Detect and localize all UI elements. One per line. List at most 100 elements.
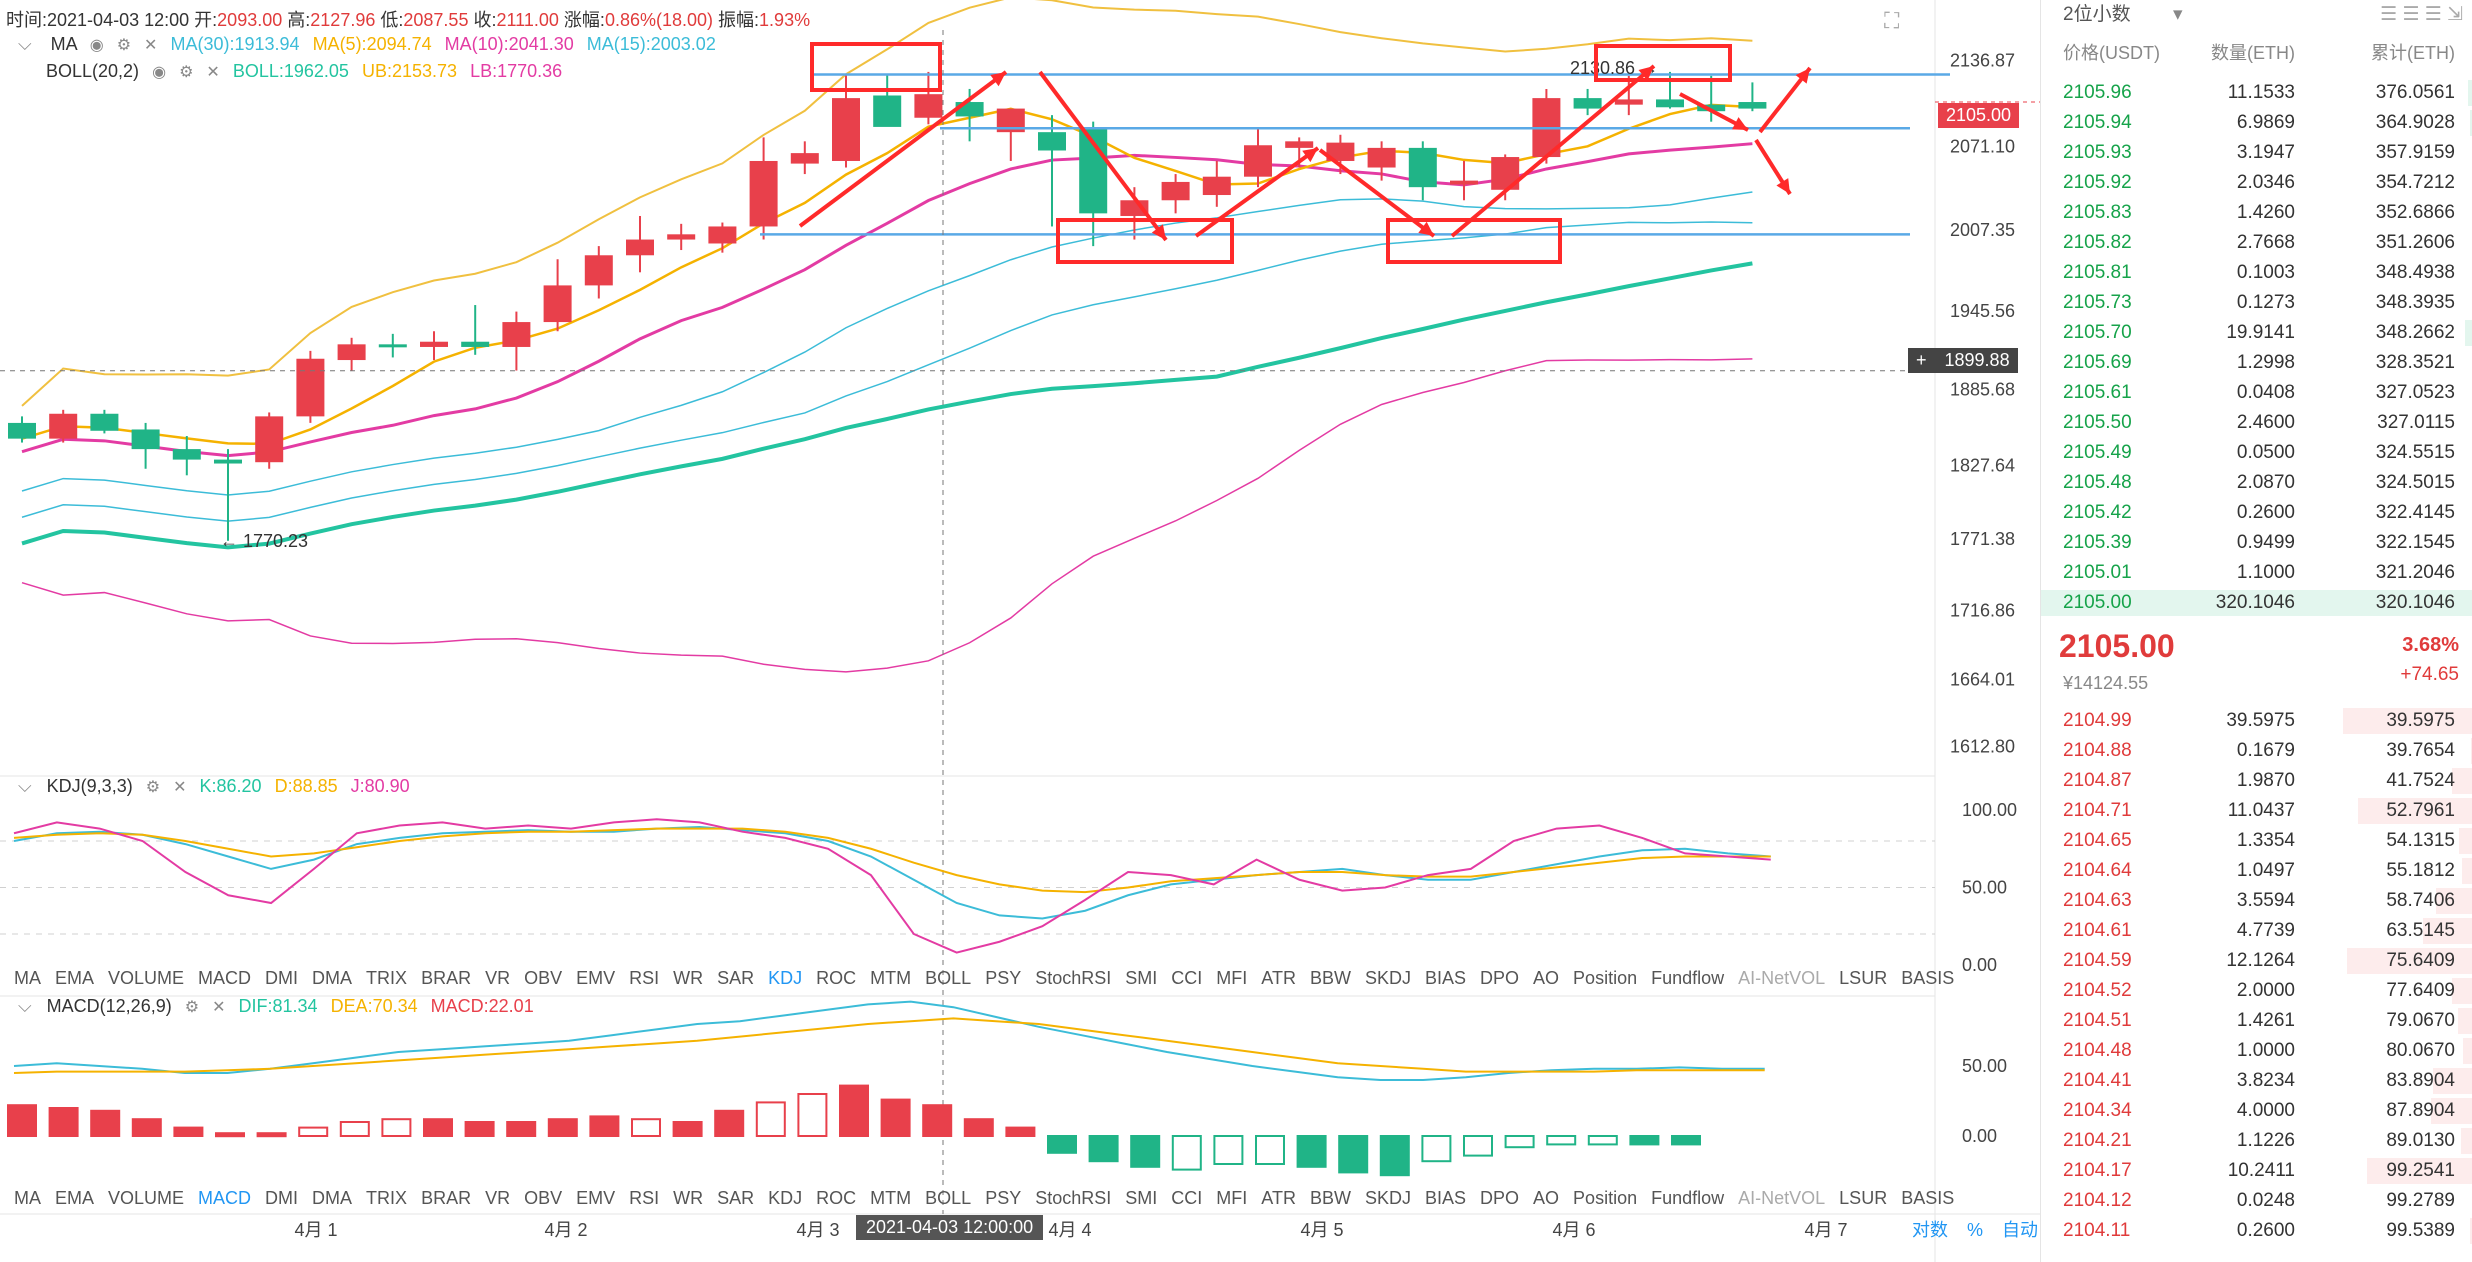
indicator-tab-vr[interactable]: VR bbox=[485, 1187, 511, 1208]
indicator-tab-fundflow[interactable]: Fundflow bbox=[1651, 1187, 1725, 1208]
indicator-tab-sar[interactable]: SAR bbox=[717, 967, 755, 988]
ask-row[interactable]: 2105.01 1.1000 321.2046 bbox=[2041, 558, 2472, 588]
ask-row[interactable]: 2105.50 2.4600 327.0115 bbox=[2041, 408, 2472, 438]
indicator-tab-psy[interactable]: PSY bbox=[985, 1187, 1022, 1208]
indicator-tab-bbw[interactable]: BBW bbox=[1309, 967, 1351, 988]
indicator-tab-dma[interactable]: DMA bbox=[312, 967, 353, 988]
kdj-legend[interactable]: ⌵ KDJ(9,3,3) ⚙ ✕ K:86.20 D:88.85 J:80.90 bbox=[18, 776, 410, 796]
indicator-tab-obv[interactable]: OBV bbox=[524, 1187, 563, 1208]
indicator-tab-lsur[interactable]: LSUR bbox=[1839, 967, 1888, 988]
kline-svg[interactable]: 2136.87 2071.10 2007.35 1945.56 1885.68 1827.… bbox=[0, 0, 2040, 1262]
indicator-tab-rsi[interactable]: RSI bbox=[629, 967, 660, 988]
ask-row[interactable]: 2105.00 320.1046 320.1046 bbox=[2041, 588, 2472, 618]
bid-row[interactable]: 2104.99 39.5975 39.5975 bbox=[2041, 706, 2472, 736]
bid-row[interactable]: 2104.61 4.7739 63.5145 bbox=[2041, 916, 2472, 946]
bid-row[interactable]: 2104.41 3.8234 83.8904 bbox=[2041, 1066, 2472, 1096]
ask-row[interactable]: 2105.61 0.0408 327.0523 bbox=[2041, 378, 2472, 408]
ask-row[interactable]: 2105.94 6.9869 364.9028 bbox=[2041, 108, 2472, 138]
indicator-tab-stochrsi[interactable]: StochRSI bbox=[1035, 1187, 1112, 1208]
ask-row[interactable]: 2105.81 0.1003 348.4938 bbox=[2041, 258, 2472, 288]
ask-row[interactable]: 2105.39 0.9499 322.1545 bbox=[2041, 528, 2472, 558]
close-icon[interactable]: ✕ bbox=[173, 779, 187, 796]
percent-toggle[interactable]: % bbox=[1967, 1220, 1984, 1240]
chevron-down-icon[interactable]: ⌵ bbox=[18, 34, 32, 54]
gear-icon[interactable]: ⚙ bbox=[145, 779, 161, 796]
indicator-tab-position[interactable]: Position bbox=[1573, 967, 1638, 988]
close-icon[interactable]: ✕ bbox=[144, 37, 158, 54]
eye-icon[interactable]: ◉ bbox=[89, 37, 104, 54]
indicator-tab-lsur[interactable]: LSUR bbox=[1839, 1187, 1888, 1208]
indicator-tab-boll[interactable]: BOLL bbox=[925, 1187, 972, 1208]
indicator-tab-mtm[interactable]: MTM bbox=[870, 1187, 912, 1208]
indicator-tab-macd[interactable]: MACD bbox=[198, 1187, 252, 1208]
indicator-tab-macd[interactable]: MACD bbox=[198, 967, 252, 988]
ask-row[interactable]: 2105.92 2.0346 354.7212 bbox=[2041, 168, 2472, 198]
gear-icon[interactable]: ⚙ bbox=[116, 37, 132, 54]
indicator-tab-mfi[interactable]: MFI bbox=[1216, 967, 1248, 988]
indicator-tab-dma[interactable]: DMA bbox=[312, 1187, 353, 1208]
log-toggle[interactable]: 对数 bbox=[1912, 1220, 1948, 1240]
ask-row[interactable]: 2105.42 0.2600 322.4145 bbox=[2041, 498, 2472, 528]
indicator-tab-position[interactable]: Position bbox=[1573, 1187, 1638, 1208]
bid-row[interactable]: 2104.71 11.0437 52.7961 bbox=[2041, 796, 2472, 826]
bid-row[interactable]: 2104.11 0.2600 99.5389 bbox=[2041, 1216, 2472, 1246]
bid-row[interactable]: 2104.64 1.0497 55.1812 bbox=[2041, 856, 2472, 886]
indicator-tab-cci[interactable]: CCI bbox=[1171, 967, 1203, 988]
indicator-tab-kdj[interactable]: KDJ bbox=[768, 967, 803, 988]
bid-row[interactable]: 2104.21 1.1226 89.0130 bbox=[2041, 1126, 2472, 1156]
bid-row[interactable]: 2104.59 12.1264 75.6409 bbox=[2041, 946, 2472, 976]
indicator-tab-wr[interactable]: WR bbox=[673, 967, 704, 988]
indicator-tab-ai-netvol[interactable]: AI-NetVOL bbox=[1738, 967, 1826, 988]
indicator-tab-brar[interactable]: BRAR bbox=[421, 967, 472, 988]
bid-row[interactable]: 2104.65 1.3354 54.1315 bbox=[2041, 826, 2472, 856]
indicator-tab-ema[interactable]: EMA bbox=[55, 1187, 95, 1208]
gear-icon[interactable]: ⚙ bbox=[184, 999, 200, 1016]
indicator-tab-bias[interactable]: BIAS bbox=[1424, 967, 1467, 988]
gear-icon[interactable]: ⚙ bbox=[179, 64, 194, 81]
indicator-tab-dmi[interactable]: DMI bbox=[265, 1187, 299, 1208]
indicator-tab-volume[interactable]: VOLUME bbox=[108, 1187, 185, 1208]
bid-row[interactable]: 2104.48 1.0000 80.0670 bbox=[2041, 1036, 2472, 1066]
boll-legend[interactable]: BOLL(20,2) ◉ ⚙ ✕ BOLL:1962.05 UB:2153.73… bbox=[46, 61, 563, 81]
bid-row[interactable]: 2104.63 3.5594 58.7406 bbox=[2041, 886, 2472, 916]
bid-row[interactable]: 2104.17 10.2411 99.2541 bbox=[2041, 1156, 2472, 1186]
indicator-tab-roc[interactable]: ROC bbox=[816, 967, 857, 988]
indicator-tab-emv[interactable]: EMV bbox=[576, 967, 616, 988]
indicator-tab-psy[interactable]: PSY bbox=[985, 967, 1022, 988]
eye-icon[interactable]: ◉ bbox=[152, 64, 167, 81]
ask-row[interactable]: 2105.93 3.1947 357.9159 bbox=[2041, 138, 2472, 168]
indicator-tab-boll[interactable]: BOLL bbox=[925, 967, 972, 988]
fullscreen-icon[interactable]: ⛶ bbox=[1884, 8, 1900, 33]
ask-row[interactable]: 2105.82 2.7668 351.2606 bbox=[2041, 228, 2472, 258]
bid-row[interactable]: 2104.87 1.9870 41.7524 bbox=[2041, 766, 2472, 796]
indicator-tab-dmi[interactable]: DMI bbox=[265, 967, 299, 988]
indicator-tabs-bottom[interactable]: MA EMA VOLUME MACD DMI DMA TRIX BRAR VR OBV EMV RSI… bbox=[0, 1180, 1954, 1216]
indicator-tab-volume[interactable]: VOLUME bbox=[108, 967, 185, 988]
indicator-tab-dpo[interactable]: DPO bbox=[1480, 967, 1520, 988]
indicator-tab-basis[interactable]: BASIS bbox=[1901, 967, 1955, 988]
ask-row[interactable]: 2105.49 0.0500 324.5515 bbox=[2041, 438, 2472, 468]
ask-row[interactable]: 2105.73 0.1273 348.3935 bbox=[2041, 288, 2472, 318]
indicator-tab-stochrsi[interactable]: StochRSI bbox=[1035, 967, 1112, 988]
axis-mode-controls[interactable]: 对数 % 自动 bbox=[1912, 1216, 2038, 1242]
indicator-tab-skdj[interactable]: SKDJ bbox=[1364, 1187, 1411, 1208]
indicator-tab-ao[interactable]: AO bbox=[1533, 967, 1560, 988]
indicator-tab-brar[interactable]: BRAR bbox=[421, 1187, 472, 1208]
ask-row[interactable]: 2105.69 1.2998 328.3521 bbox=[2041, 348, 2472, 378]
indicator-tab-atr[interactable]: ATR bbox=[1261, 1187, 1296, 1208]
indicator-tab-emv[interactable]: EMV bbox=[576, 1187, 616, 1208]
precision-select[interactable]: 2位小数 bbox=[2063, 4, 2131, 25]
auto-toggle[interactable]: 自动 bbox=[2002, 1220, 2039, 1240]
bid-row[interactable]: 2104.34 4.0000 87.8904 bbox=[2041, 1096, 2472, 1126]
ask-row[interactable]: 2105.83 1.4260 352.6866 bbox=[2041, 198, 2472, 228]
indicator-tab-ema[interactable]: EMA bbox=[55, 967, 95, 988]
bid-row[interactable]: 2104.12 0.0248 99.2789 bbox=[2041, 1186, 2472, 1216]
indicator-tab-sar[interactable]: SAR bbox=[717, 1187, 755, 1208]
indicator-tab-basis[interactable]: BASIS bbox=[1901, 1187, 1955, 1208]
indicator-tab-mfi[interactable]: MFI bbox=[1216, 1187, 1248, 1208]
indicator-tab-bbw[interactable]: BBW bbox=[1309, 1187, 1351, 1208]
ask-row[interactable]: 2105.96 11.1533 376.0561 bbox=[2041, 78, 2472, 108]
indicator-tab-mtm[interactable]: MTM bbox=[870, 967, 912, 988]
kline-chart[interactable]: 2136.87 2071.10 2007.35 1945.56 1885.68 1827.… bbox=[0, 0, 2040, 1262]
indicator-tab-ai-netvol[interactable]: AI-NetVOL bbox=[1738, 1187, 1826, 1208]
